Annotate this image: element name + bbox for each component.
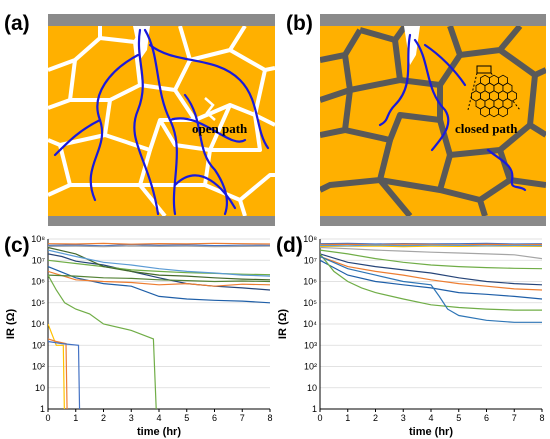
crack-b [404, 26, 420, 65]
series-line [48, 253, 270, 291]
series-line [48, 270, 270, 287]
annotation-open-path: open path [192, 121, 248, 136]
y-tick-label: 10⁷ [32, 255, 45, 265]
series-line [48, 266, 270, 304]
honeycomb-cell [498, 105, 508, 118]
conduction-paths-b [378, 33, 527, 192]
series-line [48, 245, 270, 248]
y-axis-title: IR (Ω) [5, 309, 17, 340]
y-tick-label: 1 [40, 404, 45, 414]
series-line [48, 340, 81, 409]
x-tick-label: 8 [539, 413, 544, 423]
conduction-paths-a [53, 28, 270, 216]
y-tick-label: 10 [35, 383, 45, 393]
zoom-box [476, 65, 492, 74]
y-tick-label: 10 [307, 383, 317, 393]
x-tick-label: 2 [373, 413, 378, 423]
panel-label-b: (b) [286, 12, 313, 35]
y-tick-label: 10⁵ [31, 298, 45, 308]
series-line [320, 255, 542, 323]
panel-label-a: (a) [4, 12, 30, 35]
series-line [48, 249, 270, 277]
electrode-bottom-b [320, 216, 546, 226]
x-tick-label: 8 [267, 413, 272, 423]
electrode-top-b [320, 14, 546, 26]
series-line [320, 253, 542, 311]
honeycomb-lattice-icon [471, 74, 517, 118]
x-tick-label: 5 [184, 413, 189, 423]
series-line [320, 246, 542, 260]
y-tick-label: 10⁴ [31, 319, 45, 329]
y-tick-label: 10² [304, 362, 317, 372]
x-tick-label: 4 [156, 413, 161, 423]
x-tick-label: 7 [240, 413, 245, 423]
series-group [320, 242, 542, 323]
x-tick-label: 1 [345, 413, 350, 423]
y-axis-title: IR (Ω) [277, 309, 289, 340]
x-axis-title: time (hr) [137, 426, 181, 438]
x-tick-label: 4 [428, 413, 433, 423]
panel-label-c: (c) [4, 234, 30, 257]
series-line [320, 253, 542, 286]
x-tick-label: 1 [73, 413, 78, 423]
x-tick-label: 3 [129, 413, 134, 423]
series-line [48, 242, 270, 245]
crack-a [133, 26, 150, 60]
x-tick-label: 0 [45, 413, 50, 423]
series-line [320, 243, 542, 246]
annotation-closed-path: closed path [455, 121, 518, 136]
lightning-icon [204, 97, 216, 121]
y-tick-label: 10³ [304, 340, 317, 350]
y-tick-label: 1 [312, 404, 317, 414]
honeycomb-cell [489, 105, 499, 118]
panel-b: (b) [286, 12, 546, 226]
x-tick-label: 3 [401, 413, 406, 423]
y-tick-label: 10² [32, 362, 45, 372]
y-tick-label: 10⁶ [31, 277, 45, 287]
x-tick-label: 5 [456, 413, 461, 423]
x-tick-label: 7 [512, 413, 517, 423]
y-tick-label: 10⁸ [303, 234, 317, 244]
electrode-bottom-a [48, 216, 275, 226]
x-tick-label: 0 [317, 413, 322, 423]
closed-grain-boundaries [320, 26, 546, 216]
series-group [48, 242, 270, 409]
series-line [48, 323, 65, 409]
series-line [48, 338, 68, 409]
y-tick-label: 10⁴ [303, 319, 317, 329]
series-line [320, 259, 542, 300]
honeycomb-cell [480, 105, 490, 118]
y-tick-label: 10⁷ [304, 255, 317, 265]
series-line [48, 274, 270, 283]
panel-a: (a) [4, 12, 275, 226]
x-tick-label: 6 [484, 413, 489, 423]
x-tick-label: 2 [101, 413, 106, 423]
panel-label-d: (d) [276, 234, 303, 257]
y-tick-label: 10⁵ [303, 298, 317, 308]
series-line [48, 243, 270, 247]
electrode-top-a [48, 14, 275, 26]
x-axis-title: time (hr) [409, 426, 453, 438]
series-line [320, 255, 542, 291]
y-tick-label: 10⁶ [303, 277, 317, 287]
y-tick-label: 10⁸ [31, 234, 45, 244]
y-tick-label: 10³ [32, 340, 45, 350]
x-tick-label: 6 [212, 413, 217, 423]
series-line [320, 244, 542, 247]
series-line [320, 249, 542, 270]
series-line [48, 274, 157, 409]
